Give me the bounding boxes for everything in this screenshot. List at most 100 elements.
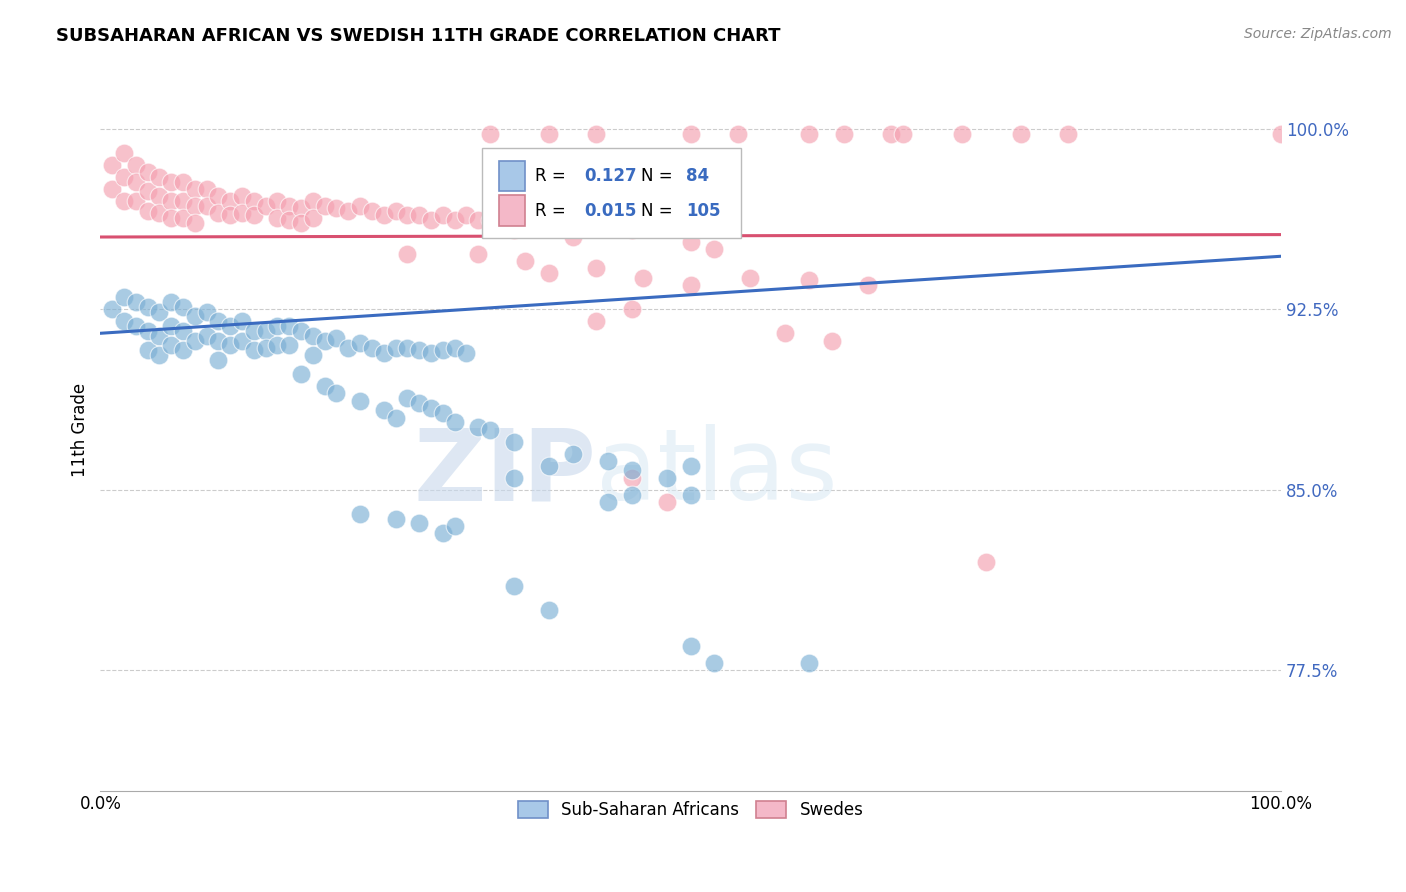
- Point: [561, 230, 583, 244]
- Point: [1057, 127, 1080, 141]
- Point: [101, 158, 124, 172]
- Point: [254, 199, 277, 213]
- Point: [231, 189, 253, 203]
- Point: [243, 194, 266, 208]
- Point: [160, 194, 183, 208]
- Point: [408, 516, 430, 531]
- Text: Source: ZipAtlas.com: Source: ZipAtlas.com: [1244, 27, 1392, 41]
- Point: [679, 487, 702, 501]
- Point: [1010, 127, 1032, 141]
- Point: [172, 324, 194, 338]
- Point: [478, 423, 501, 437]
- Point: [172, 194, 194, 208]
- Point: [302, 211, 325, 225]
- Point: [703, 656, 725, 670]
- Point: [148, 304, 170, 318]
- Point: [314, 379, 336, 393]
- Point: [254, 324, 277, 338]
- Y-axis label: 11th Grade: 11th Grade: [72, 383, 89, 476]
- Point: [160, 319, 183, 334]
- Point: [290, 368, 312, 382]
- Point: [314, 199, 336, 213]
- Point: [112, 169, 135, 184]
- Point: [148, 328, 170, 343]
- Point: [266, 211, 288, 225]
- Point: [184, 334, 207, 348]
- Point: [172, 175, 194, 189]
- Point: [396, 391, 419, 405]
- Text: 0.015: 0.015: [585, 202, 637, 220]
- Point: [738, 271, 761, 285]
- Point: [467, 420, 489, 434]
- Point: [184, 216, 207, 230]
- Point: [207, 189, 229, 203]
- Point: [266, 194, 288, 208]
- Point: [679, 639, 702, 653]
- Point: [396, 341, 419, 355]
- Text: N =: N =: [641, 202, 672, 220]
- Point: [266, 338, 288, 352]
- Point: [1270, 127, 1292, 141]
- Point: [797, 127, 820, 141]
- Point: [195, 328, 218, 343]
- Point: [585, 314, 607, 328]
- Point: [136, 300, 159, 314]
- Point: [384, 511, 406, 525]
- Text: SUBSAHARAN AFRICAN VS SWEDISH 11TH GRADE CORRELATION CHART: SUBSAHARAN AFRICAN VS SWEDISH 11TH GRADE…: [56, 27, 780, 45]
- Point: [537, 458, 560, 473]
- Point: [195, 304, 218, 318]
- Point: [112, 194, 135, 208]
- Point: [184, 182, 207, 196]
- Point: [703, 242, 725, 256]
- Point: [950, 127, 973, 141]
- Point: [373, 345, 395, 359]
- Point: [325, 331, 347, 345]
- Point: [361, 341, 384, 355]
- Point: [172, 343, 194, 358]
- Text: atlas: atlas: [596, 425, 838, 522]
- Point: [349, 393, 371, 408]
- Point: [655, 471, 678, 485]
- Point: [302, 348, 325, 362]
- Point: [290, 201, 312, 215]
- Point: [207, 334, 229, 348]
- Point: [419, 345, 441, 359]
- Point: [243, 343, 266, 358]
- Point: [125, 319, 148, 334]
- Point: [172, 300, 194, 314]
- Point: [219, 319, 242, 334]
- Point: [620, 302, 643, 317]
- Point: [160, 338, 183, 352]
- Point: [361, 203, 384, 218]
- Point: [125, 295, 148, 310]
- Point: [125, 175, 148, 189]
- Point: [456, 345, 478, 359]
- Point: [443, 213, 465, 227]
- Point: [515, 254, 537, 268]
- Text: 84: 84: [686, 168, 709, 186]
- Point: [502, 579, 524, 593]
- Point: [112, 145, 135, 160]
- Point: [679, 235, 702, 249]
- Point: [797, 656, 820, 670]
- Point: [136, 184, 159, 198]
- Point: [891, 127, 914, 141]
- Point: [456, 208, 478, 222]
- Point: [384, 410, 406, 425]
- Point: [821, 334, 844, 348]
- Point: [349, 507, 371, 521]
- Text: R =: R =: [534, 168, 565, 186]
- Point: [633, 271, 655, 285]
- Legend: Sub-Saharan Africans, Swedes: Sub-Saharan Africans, Swedes: [512, 794, 870, 826]
- Point: [491, 216, 513, 230]
- Point: [679, 278, 702, 293]
- Point: [408, 343, 430, 358]
- Point: [325, 386, 347, 401]
- Point: [419, 213, 441, 227]
- Point: [443, 519, 465, 533]
- Point: [596, 454, 619, 468]
- Point: [620, 463, 643, 477]
- Point: [112, 314, 135, 328]
- Point: [160, 175, 183, 189]
- Point: [396, 208, 419, 222]
